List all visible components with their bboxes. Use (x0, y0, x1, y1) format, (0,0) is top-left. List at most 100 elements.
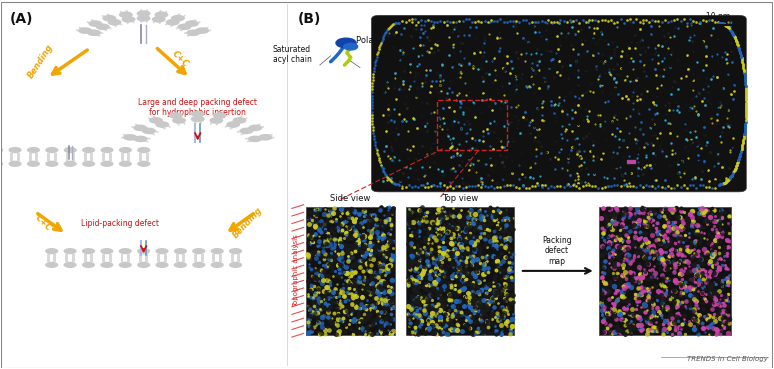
Circle shape (185, 20, 199, 27)
Text: Packing defects: Packing defects (639, 157, 700, 166)
Circle shape (133, 125, 147, 131)
Bar (53, 254, 57, 262)
Text: 10 nm: 10 nm (706, 12, 730, 21)
Bar (72, 153, 75, 161)
Bar (212, 254, 215, 262)
Bar (194, 254, 197, 262)
Bar (29, 153, 32, 161)
Circle shape (45, 262, 58, 268)
Text: Monounsaturated
acyl chain: Monounsaturated acyl chain (377, 52, 445, 72)
Bar (47, 254, 50, 262)
Circle shape (137, 147, 150, 153)
Bar (200, 254, 204, 262)
Circle shape (0, 147, 3, 153)
Bar (91, 254, 93, 262)
Circle shape (63, 262, 77, 268)
Bar (200, 254, 204, 262)
Bar (72, 254, 75, 262)
Circle shape (123, 134, 137, 141)
Bar (157, 254, 160, 262)
Circle shape (187, 30, 200, 36)
Circle shape (118, 248, 132, 254)
Bar (47, 254, 50, 262)
Circle shape (211, 262, 224, 268)
Bar (219, 254, 222, 262)
Bar (29, 153, 32, 161)
Circle shape (226, 121, 240, 128)
Bar (84, 153, 87, 161)
Bar (212, 254, 215, 262)
Bar (102, 153, 105, 161)
Bar (139, 254, 142, 262)
Bar (72, 153, 75, 161)
Circle shape (27, 161, 40, 167)
Circle shape (336, 38, 356, 48)
Circle shape (149, 117, 163, 124)
Circle shape (239, 128, 253, 134)
Circle shape (45, 248, 58, 254)
Bar (0, 153, 2, 161)
Bar (238, 254, 240, 262)
Bar (84, 254, 87, 262)
Text: Topographic analysis: Topographic analysis (293, 235, 299, 307)
Bar (0, 153, 2, 161)
Bar (139, 254, 142, 262)
Circle shape (156, 248, 169, 254)
Circle shape (174, 262, 187, 268)
Circle shape (137, 161, 150, 167)
Bar (182, 254, 185, 262)
Bar (66, 153, 68, 161)
Text: Saturated
acyl chain: Saturated acyl chain (272, 45, 311, 65)
Circle shape (102, 15, 116, 21)
Circle shape (229, 262, 242, 268)
Circle shape (174, 248, 187, 254)
Bar (91, 153, 94, 161)
Bar (121, 254, 124, 262)
Text: Bending: Bending (231, 206, 265, 240)
Bar (108, 254, 111, 262)
Circle shape (87, 30, 101, 36)
Bar (66, 153, 68, 161)
Circle shape (63, 147, 77, 153)
Bar (127, 153, 130, 161)
FancyBboxPatch shape (372, 15, 746, 192)
Circle shape (137, 248, 150, 254)
Text: Bending: Bending (26, 42, 55, 80)
Circle shape (63, 248, 77, 254)
Circle shape (211, 248, 224, 254)
Bar (102, 153, 105, 161)
Circle shape (229, 248, 242, 254)
Circle shape (133, 135, 147, 142)
Circle shape (45, 161, 58, 167)
Circle shape (82, 248, 95, 254)
Bar (176, 254, 179, 262)
Text: Top view: Top view (442, 194, 478, 203)
Bar (146, 153, 149, 161)
Bar (102, 254, 105, 262)
Circle shape (259, 134, 272, 141)
Circle shape (169, 112, 183, 119)
Bar (10, 153, 13, 161)
Bar (219, 254, 222, 262)
Bar (84, 153, 87, 161)
Circle shape (119, 11, 133, 18)
Text: C+C: C+C (171, 49, 190, 69)
Bar (102, 254, 105, 262)
Bar (146, 254, 149, 262)
Bar (109, 153, 111, 161)
Bar (600, 207, 731, 335)
Bar (53, 153, 57, 161)
Bar (47, 153, 50, 161)
Bar (626, 160, 635, 164)
Text: Large and deep packing defect
for hydrophobic insertion: Large and deep packing defect for hydrop… (139, 98, 257, 117)
Bar (194, 254, 197, 262)
Bar (17, 153, 20, 161)
Circle shape (45, 147, 58, 153)
Bar (121, 153, 124, 161)
Circle shape (156, 262, 169, 268)
Circle shape (119, 161, 132, 167)
Circle shape (248, 135, 262, 142)
Text: Lipid-packing defect: Lipid-packing defect (81, 218, 159, 228)
Circle shape (171, 15, 185, 21)
Circle shape (101, 248, 114, 254)
